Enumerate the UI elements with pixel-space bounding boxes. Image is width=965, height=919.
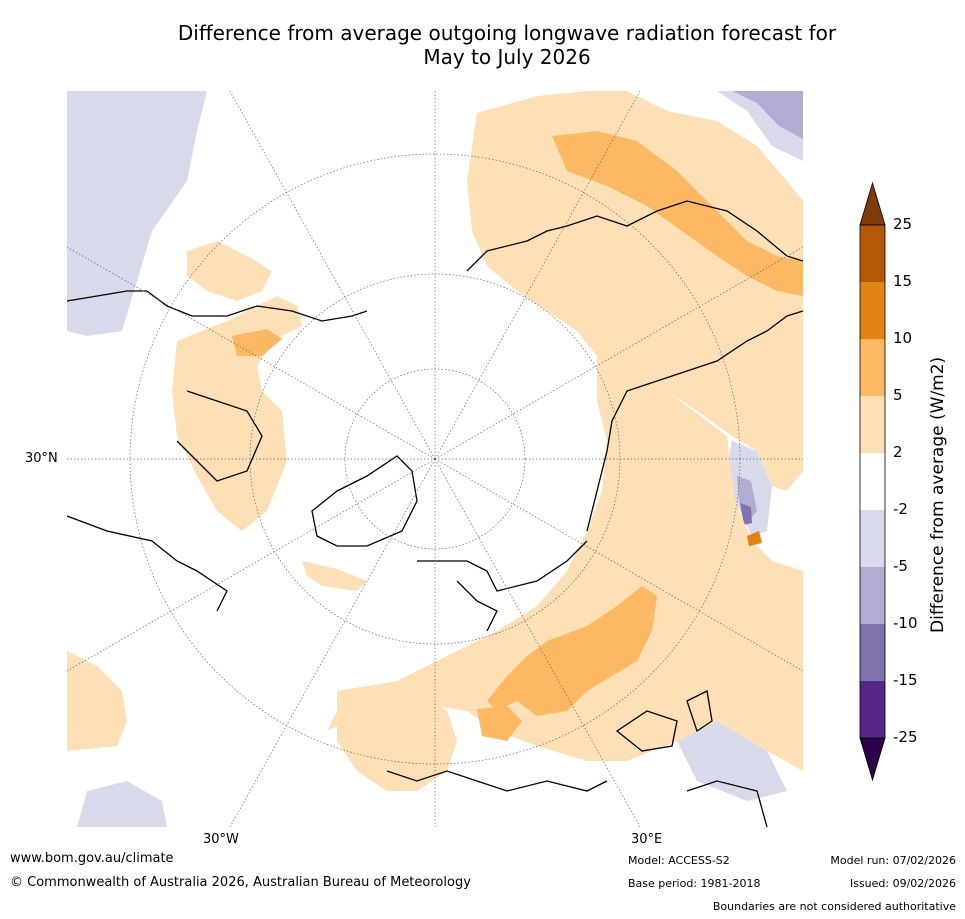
orange-canada-east (172, 296, 302, 531)
coast-india (686, 780, 768, 827)
footer-base-period: Base period: 1981-2018 (628, 877, 761, 890)
coast-north-america (67, 290, 368, 322)
orange-greenland-south (302, 561, 367, 591)
colorbar-tick-2: 2 (893, 443, 903, 461)
label-30e: 30°E (631, 832, 663, 847)
coast-hudson (176, 390, 263, 482)
orange-siberia-core (552, 131, 803, 296)
colorbar-swatch-neutral (860, 453, 885, 510)
colorbar-swatch-m25-m15 (860, 681, 885, 738)
footer-issued: Issued: 09/02/2026 (849, 877, 956, 890)
colorbar-tick-5: 5 (893, 386, 903, 404)
coast-mediterranean (386, 770, 608, 792)
colorbar-tick-15: 15 (893, 272, 913, 290)
footer-model: Model: ACCESS-S2 (628, 854, 730, 867)
lilac-india (677, 721, 787, 801)
colorbar-tick-m25: -25 (893, 728, 918, 746)
orange-asia-dot (747, 531, 762, 546)
orange-italy-core (477, 706, 522, 741)
footer-copyright: © Commonwealth of Australia 2026, Austra… (10, 875, 471, 890)
colorbar-tick-m2: -2 (893, 500, 908, 518)
meridian-30w (229, 458, 436, 827)
orange-atlantic (67, 651, 127, 751)
lilac-pacific-core (732, 91, 803, 139)
colorbar-swatch-2-5 (860, 396, 885, 453)
coast-norway (456, 580, 498, 632)
colorbar (859, 181, 886, 782)
coast-alaska (466, 200, 803, 272)
footer-disclaimer: Boundaries are not considered authoritat… (712, 900, 956, 913)
meridian-60e (434, 458, 803, 672)
meridian-120w (67, 246, 436, 460)
meridian-150w (229, 91, 436, 460)
colorbar-tick-m15: -15 (893, 671, 918, 689)
colorbar-tick-25: 25 (893, 215, 913, 233)
coast-canada-east (67, 515, 228, 612)
orange-canada-west (187, 241, 272, 301)
lilac-north-america-west (67, 91, 207, 336)
orange-siberia-east (467, 91, 803, 491)
colorbar-swatch-5-10 (860, 339, 885, 396)
colorbar-frame (859, 224, 886, 739)
colorbar-over-triangle (859, 181, 886, 226)
coast-caspian (686, 690, 713, 733)
lilac-central-asia-core1 (737, 476, 757, 523)
colorbar-under-triangle (859, 737, 886, 782)
meridian-150e (434, 91, 641, 460)
colorbar-swatch-m10-m5 (860, 567, 885, 624)
orange-eurasia-band (327, 356, 803, 771)
colorbar-swatch-m5-m2 (860, 510, 885, 567)
colorbar-swatch-10-15 (860, 282, 885, 339)
meridian-60w (67, 458, 436, 672)
lilac-central-asia-core2 (740, 503, 752, 525)
polar-stereographic-map[interactable] (67, 91, 803, 827)
orange-europe-east-core (487, 586, 657, 716)
title-line-2: May to July 2026 (423, 45, 591, 69)
coast-europe (417, 540, 588, 592)
title-line-1: Difference from average outgoing longwav… (177, 21, 837, 45)
label-30n: 30°N (25, 451, 58, 466)
colorbar-swatch-15-25 (860, 225, 885, 282)
colorbar-swatch-m15-m10 (860, 624, 885, 681)
lilac-atlantic-sw (77, 781, 167, 827)
colorbar-tick-m10: -10 (893, 614, 918, 632)
meridian-120e (434, 246, 803, 460)
meridian-30e (434, 458, 641, 827)
footer-model-run: Model run: 07/02/2026 (830, 854, 956, 867)
graticule (67, 91, 803, 827)
map-panel[interactable] (67, 91, 803, 827)
colorbar-tick-m5: -5 (893, 557, 908, 575)
positive-anomaly-regions (67, 91, 803, 791)
footer-url[interactable]: www.bom.gov.au/climate (10, 851, 174, 866)
chart-title: Difference from average outgoing longwav… (0, 21, 965, 69)
graticule-60n (344, 368, 526, 550)
coastlines (67, 200, 803, 827)
label-30w: 30°W (203, 832, 239, 847)
colorbar-label: Difference from average (W/m2) (928, 356, 948, 633)
colorbar-tick-10: 10 (893, 329, 913, 347)
orange-europe-west (337, 681, 457, 791)
coast-black-sea (615, 710, 678, 752)
orange-canada-core (232, 329, 282, 356)
coast-siberia (586, 310, 803, 532)
